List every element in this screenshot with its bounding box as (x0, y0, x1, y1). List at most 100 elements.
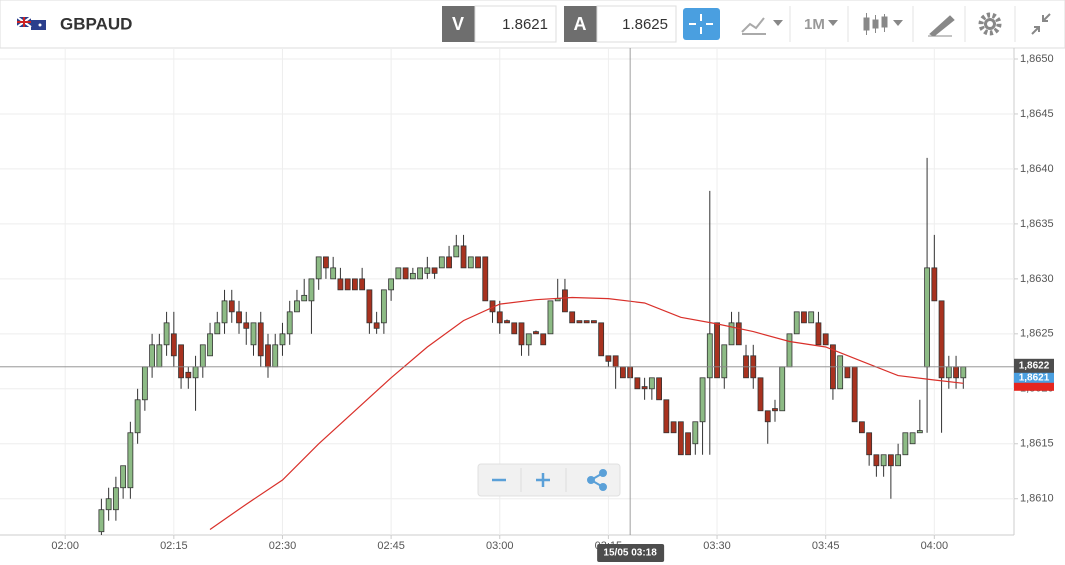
x-tick-label: 02:30 (269, 540, 297, 552)
candle-body (214, 322, 221, 335)
candle-body (887, 454, 894, 467)
candle-body (793, 311, 800, 335)
candle-body (619, 366, 626, 379)
crosshair-price-box (1014, 358, 1054, 373)
share-button[interactable] (587, 469, 607, 491)
candle-body (178, 344, 184, 379)
candle-body (431, 267, 438, 274)
candle-body (294, 300, 300, 313)
candle-body (808, 311, 815, 324)
candle-body (323, 256, 329, 269)
candle-body (866, 432, 873, 456)
candle-body (453, 245, 460, 258)
crosshair-button[interactable] (683, 8, 720, 40)
candle-body (120, 465, 127, 489)
y-tick-label: 1,8630 (1020, 273, 1054, 285)
candle-body (446, 256, 452, 269)
moving-average (209, 296, 964, 530)
candle-body (265, 344, 271, 368)
draw-icon[interactable] (928, 15, 955, 37)
candle-body (504, 320, 510, 324)
candle-body (764, 410, 771, 423)
candle-body (460, 245, 467, 269)
candle-body (786, 333, 793, 368)
x-tick-label: 03:45 (812, 540, 840, 552)
candle-body (547, 300, 554, 335)
collapse-icon[interactable] (1031, 13, 1051, 35)
candle-body (272, 344, 279, 368)
candle-body (562, 289, 568, 313)
x-tick-label: 03:30 (703, 540, 731, 552)
candle-body (141, 366, 148, 401)
candle-body (279, 333, 286, 346)
candle-body (395, 267, 402, 280)
candle-body (902, 432, 909, 456)
candle-body (228, 300, 235, 313)
toolbar: GBPAUD V 1.8621 A 1.8625 1M (0, 0, 1065, 49)
candle-body (873, 454, 880, 467)
candle-body (475, 256, 481, 269)
candle-body (583, 320, 590, 324)
candle-body (380, 289, 387, 324)
candle-body (351, 278, 358, 291)
candle-body (134, 399, 141, 434)
candle-body (677, 421, 684, 456)
candle-body (656, 377, 662, 401)
candle-body (757, 377, 764, 412)
candle-body (344, 278, 351, 291)
last-price-label: 1,8621 (1019, 372, 1050, 383)
candle-body (960, 366, 967, 379)
candle-body (330, 267, 337, 280)
y-tick-label: 1,8635 (1020, 218, 1054, 230)
candle-body (417, 267, 423, 280)
candle-body (496, 311, 503, 324)
candle-body (192, 366, 199, 379)
candle-body (605, 355, 612, 362)
candle-body (156, 344, 163, 368)
candle-body (815, 322, 822, 346)
candle-body (388, 278, 395, 291)
ask-button[interactable] (564, 6, 597, 42)
candle-body (366, 289, 373, 324)
candle-body (424, 267, 431, 274)
candle-body (721, 344, 728, 379)
candle-body (895, 454, 902, 467)
y-tick-label: 1,8610 (1020, 493, 1054, 505)
candle-body (822, 333, 829, 346)
candle-body (207, 333, 213, 357)
candle-body (359, 278, 366, 291)
candle-body (127, 432, 134, 489)
settings-icon[interactable] (978, 12, 1002, 36)
y-tick-label: 1,8650 (1020, 53, 1054, 65)
candle-body (533, 331, 539, 335)
candle-body (837, 355, 844, 390)
timeframe[interactable]: 1M (804, 16, 825, 33)
candle-body (728, 322, 735, 346)
zoom-in-button[interactable] (536, 473, 550, 487)
bid-button[interactable] (442, 6, 475, 42)
candle-body (98, 509, 105, 533)
candle-body (909, 432, 916, 445)
candle-body (714, 322, 720, 379)
crosshair-time-label: 15/05 03:18 (603, 548, 657, 559)
x-tick-label: 04:00 (921, 540, 949, 552)
candle-type-icon[interactable] (863, 13, 888, 35)
plot (98, 157, 967, 535)
candle-body (844, 366, 851, 379)
candle-body (163, 322, 170, 346)
candle-body (569, 311, 576, 324)
candle-body (772, 408, 778, 412)
candle-body (257, 322, 264, 357)
candle-body (185, 371, 192, 379)
candle-body (612, 355, 619, 368)
candle-body (308, 278, 315, 302)
line-chart-icon[interactable] (741, 17, 766, 35)
candle-body (648, 377, 655, 390)
candle-body (482, 256, 489, 302)
candle-body (692, 421, 699, 445)
ask-label: A (574, 14, 587, 34)
candle-body (779, 366, 786, 412)
candle-body (670, 421, 677, 434)
